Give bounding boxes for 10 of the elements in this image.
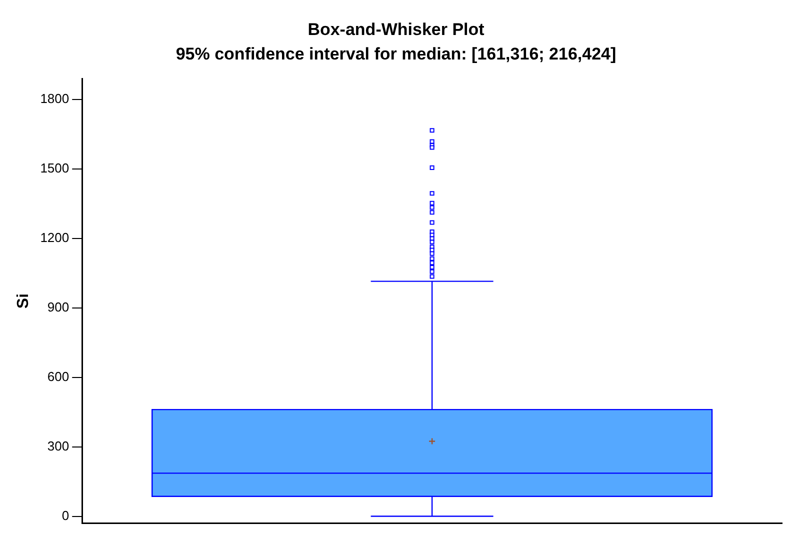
chart-title: Box-and-Whisker Plot [308, 20, 485, 39]
y-tick-label: 900 [47, 300, 70, 315]
y-tick-label: 0 [62, 508, 70, 523]
chart-subtitle: 95% confidence interval for median: [161,316; 216,424] [176, 44, 616, 64]
y-tick-label: 300 [47, 438, 70, 454]
y-tick-label: 1800 [40, 91, 70, 106]
y-tick-label: 1200 [40, 230, 70, 246]
y-tick-label: 600 [47, 368, 70, 384]
y-axis-title: Si [15, 293, 32, 309]
y-tick-label: 1500 [40, 160, 70, 176]
